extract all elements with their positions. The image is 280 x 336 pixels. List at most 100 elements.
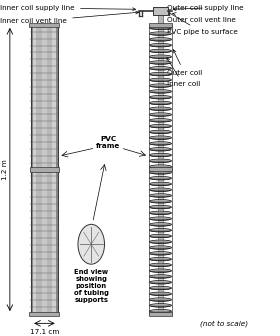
Ellipse shape xyxy=(150,228,171,231)
Ellipse shape xyxy=(150,206,171,209)
Ellipse shape xyxy=(150,258,171,261)
Ellipse shape xyxy=(150,205,171,208)
Ellipse shape xyxy=(150,67,171,69)
Text: (not to scale): (not to scale) xyxy=(200,321,248,327)
Ellipse shape xyxy=(150,183,171,186)
Ellipse shape xyxy=(150,72,171,75)
Bar xyxy=(149,25,172,314)
Text: 17.1 cm: 17.1 cm xyxy=(30,329,59,335)
Ellipse shape xyxy=(150,287,171,290)
Ellipse shape xyxy=(150,176,171,179)
Ellipse shape xyxy=(150,26,171,29)
Ellipse shape xyxy=(150,218,171,221)
Ellipse shape xyxy=(150,165,171,167)
Ellipse shape xyxy=(150,240,171,242)
Bar xyxy=(30,167,59,172)
Bar xyxy=(158,25,163,314)
Ellipse shape xyxy=(150,166,171,169)
Bar xyxy=(42,25,47,314)
Ellipse shape xyxy=(150,73,171,76)
Ellipse shape xyxy=(150,38,171,40)
Text: PVC pipe to surface: PVC pipe to surface xyxy=(166,11,238,35)
Ellipse shape xyxy=(150,119,171,121)
Ellipse shape xyxy=(150,85,171,88)
Bar xyxy=(153,7,168,15)
Ellipse shape xyxy=(150,269,171,271)
Ellipse shape xyxy=(150,68,171,70)
Ellipse shape xyxy=(150,304,171,307)
Ellipse shape xyxy=(150,33,171,36)
Ellipse shape xyxy=(150,55,171,57)
Bar xyxy=(31,25,58,314)
Ellipse shape xyxy=(150,160,171,163)
Ellipse shape xyxy=(150,263,171,265)
Ellipse shape xyxy=(150,247,171,250)
Ellipse shape xyxy=(150,182,171,184)
Ellipse shape xyxy=(150,194,171,196)
Bar xyxy=(158,11,163,25)
Ellipse shape xyxy=(150,95,171,98)
Ellipse shape xyxy=(150,177,171,180)
Ellipse shape xyxy=(150,61,171,65)
Ellipse shape xyxy=(150,257,171,260)
Bar xyxy=(149,312,172,316)
Text: Inner coil supply line: Inner coil supply line xyxy=(0,5,136,11)
Ellipse shape xyxy=(150,27,171,30)
Ellipse shape xyxy=(150,246,171,248)
Ellipse shape xyxy=(150,96,171,99)
Ellipse shape xyxy=(150,44,171,47)
Ellipse shape xyxy=(150,252,171,255)
Bar xyxy=(31,25,36,314)
Ellipse shape xyxy=(150,137,171,140)
Ellipse shape xyxy=(150,171,171,174)
Ellipse shape xyxy=(150,78,171,80)
Ellipse shape xyxy=(150,125,171,128)
Ellipse shape xyxy=(150,292,171,294)
Ellipse shape xyxy=(150,189,171,192)
Ellipse shape xyxy=(150,281,171,283)
Ellipse shape xyxy=(150,200,171,202)
Ellipse shape xyxy=(150,223,171,225)
Text: Inner coil vent line: Inner coil vent line xyxy=(0,11,139,24)
Ellipse shape xyxy=(150,91,171,93)
Ellipse shape xyxy=(150,114,171,117)
Ellipse shape xyxy=(150,241,171,244)
Text: Outer coil supply line: Outer coil supply line xyxy=(167,5,243,11)
Ellipse shape xyxy=(150,298,171,300)
Ellipse shape xyxy=(150,211,171,213)
Ellipse shape xyxy=(150,223,171,226)
Bar xyxy=(149,23,172,27)
Ellipse shape xyxy=(150,108,171,111)
Ellipse shape xyxy=(150,171,171,173)
Ellipse shape xyxy=(150,153,171,156)
Ellipse shape xyxy=(150,235,171,238)
Ellipse shape xyxy=(150,281,171,284)
Ellipse shape xyxy=(150,275,171,277)
Bar xyxy=(29,312,59,317)
Text: Outer coil vent line: Outer coil vent line xyxy=(167,13,235,23)
Ellipse shape xyxy=(150,32,171,34)
Ellipse shape xyxy=(150,56,171,59)
Text: PVC
frame: PVC frame xyxy=(96,136,120,149)
Ellipse shape xyxy=(150,136,171,138)
Bar xyxy=(149,167,172,171)
Ellipse shape xyxy=(150,113,171,115)
Bar xyxy=(56,25,58,314)
Bar xyxy=(31,25,33,314)
Ellipse shape xyxy=(150,304,171,306)
Bar xyxy=(31,25,58,314)
Ellipse shape xyxy=(150,142,171,144)
Ellipse shape xyxy=(150,39,171,41)
Ellipse shape xyxy=(150,148,171,150)
Bar xyxy=(52,25,58,314)
Ellipse shape xyxy=(150,212,171,215)
Ellipse shape xyxy=(150,200,171,203)
Text: Inner coil: Inner coil xyxy=(167,58,200,87)
Ellipse shape xyxy=(150,142,171,145)
Ellipse shape xyxy=(150,264,171,267)
Ellipse shape xyxy=(150,293,171,296)
Text: Outer coil: Outer coil xyxy=(167,50,202,76)
Ellipse shape xyxy=(150,107,171,109)
Ellipse shape xyxy=(150,124,171,127)
Ellipse shape xyxy=(150,61,171,63)
